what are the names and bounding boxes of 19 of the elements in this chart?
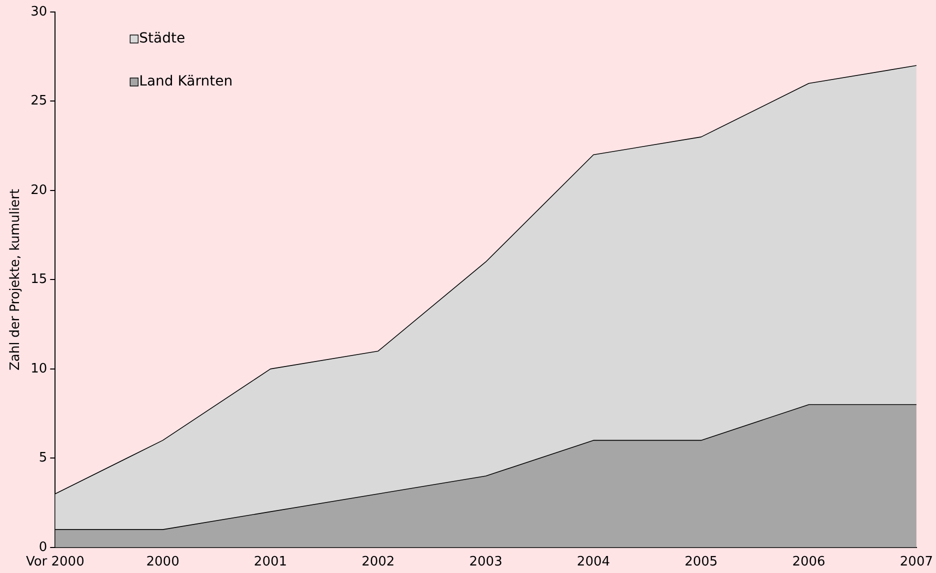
x-tick-label: 2000 <box>146 554 180 570</box>
y-tick-label: 30 <box>30 4 48 20</box>
y-tick-label: 0 <box>38 540 48 555</box>
legend-label: Land Kärnten <box>139 74 233 90</box>
x-tick-label: 2007 <box>900 554 934 570</box>
y-tick-label: 5 <box>38 450 48 466</box>
y-tick-label: 25 <box>30 94 48 109</box>
legend-label: Städte <box>139 30 186 47</box>
x-tick-label: 2001 <box>254 554 288 570</box>
x-tick-label: 2006 <box>792 554 826 570</box>
y-axis-title: Zahl der Projekte, kumuliert <box>8 188 24 371</box>
y-tick-label: 20 <box>30 182 48 198</box>
x-tick-label: 2003 <box>469 554 502 570</box>
x-tick-label: 2005 <box>684 554 718 570</box>
x-tick-label: Vor 2000 <box>26 554 84 570</box>
y-tick-label: 15 <box>30 272 48 288</box>
x-tick-label: 2002 <box>362 554 395 570</box>
x-tick-label: 2004 <box>576 554 610 570</box>
y-tick-label: 10 <box>30 361 48 376</box>
